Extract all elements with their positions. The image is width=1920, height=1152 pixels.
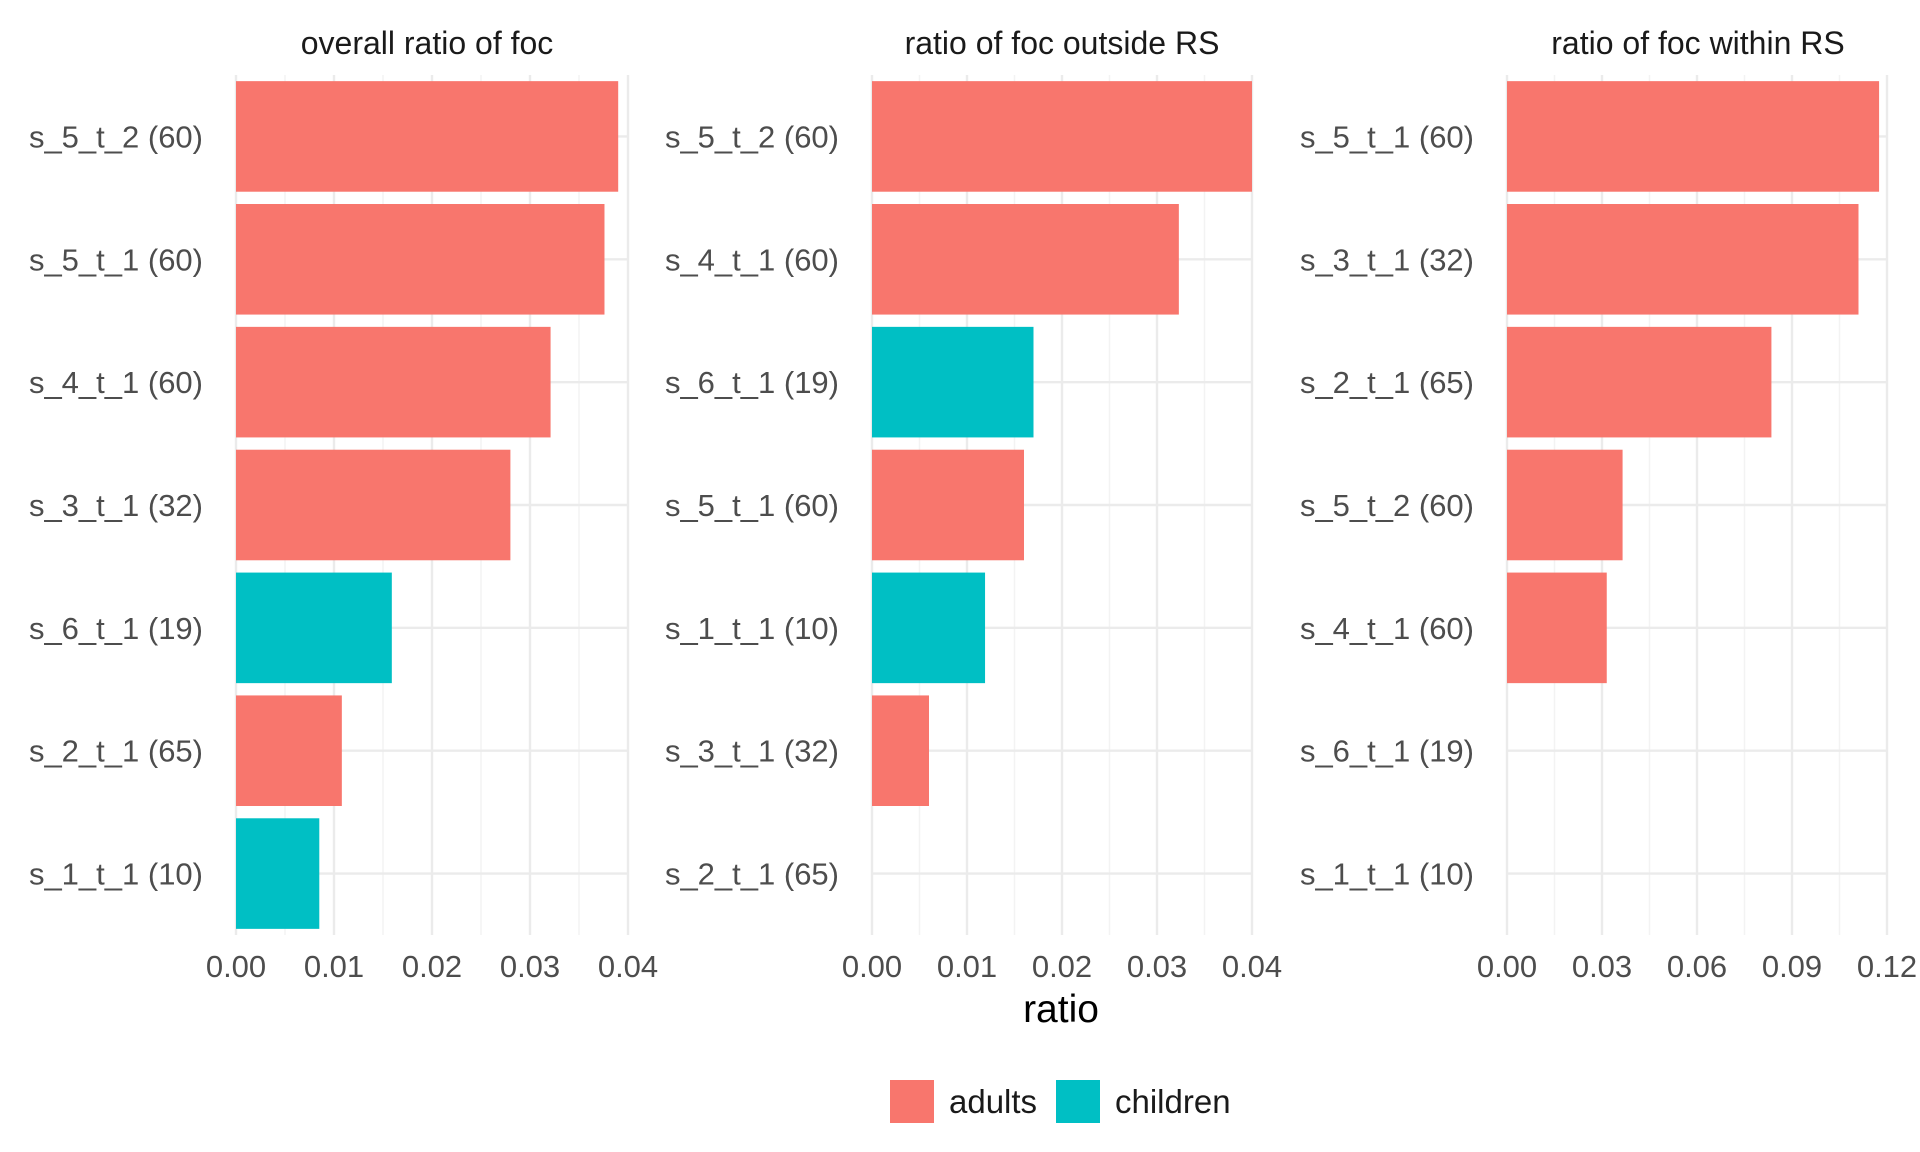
x-tick-label: 0.00 [1477, 949, 1537, 984]
y-tick-label: s_5_t_2 (60) [665, 119, 839, 154]
y-tick-label: s_5_t_2 (60) [29, 119, 203, 154]
legend-key [1056, 1080, 1100, 1123]
y-tick-label: s_5_t_1 (60) [665, 488, 839, 523]
panel-1: 0.00 0.01 0.02 0.03 0.04 s_5_t_2 (60) s_5_t_1 … [29, 25, 658, 984]
panel-title: ratio of foc within RS [1551, 25, 1844, 61]
panel-3: 0.00 0.03 0.06 0.09 0.12 s_5_t_1 (60) s_3_t_1 … [1300, 25, 1917, 984]
bar-s-4-t-1 [872, 204, 1179, 315]
y-tick-label: s_3_t_1 (32) [665, 734, 839, 769]
bar-s-5-t-2 [236, 81, 619, 192]
panel-2: 0.00 0.01 0.02 0.03 0.04 s_5_t_2 (60) s_4_t_1 … [665, 25, 1282, 984]
x-axis-title: ratio [1023, 988, 1099, 1031]
panels: 0.00 0.01 0.02 0.03 0.04 s_5_t_2 (60) s_5_t_1 … [29, 25, 1917, 984]
x-tick-label: 0.02 [402, 949, 462, 984]
y-tick-label: s_4_t_1 (60) [29, 365, 203, 400]
bar-s-6-t-1 [236, 572, 392, 684]
x-tick-label: 0.09 [1762, 949, 1822, 984]
bar-s-5-t-1 [236, 204, 605, 315]
x-tick-label: 0.03 [500, 949, 560, 984]
bar-s-6-t-1 [872, 326, 1034, 438]
legend-item-children: children [1056, 1080, 1231, 1123]
y-tick-label: s_6_t_1 (19) [665, 365, 839, 400]
y-tick-label: s_2_t_1 (65) [29, 734, 203, 769]
panel-title: ratio of foc outside RS [905, 25, 1220, 61]
x-tick-label: 0.03 [1572, 949, 1632, 984]
x-tick-label: 0.04 [1222, 949, 1282, 984]
y-tick-label: s_4_t_1 (60) [1300, 611, 1474, 646]
bar-s-3-t-1 [1507, 204, 1859, 315]
y-tick-label: s_1_t_1 (10) [665, 611, 839, 646]
bar-s-5-t-2 [1507, 449, 1623, 561]
bar-s-2-t-1 [236, 695, 342, 806]
y-tick-label: s_5_t_1 (60) [29, 242, 203, 277]
legend: adults children [890, 1080, 1231, 1123]
bar-s-4-t-1 [236, 326, 551, 438]
y-tick-label: s_1_t_1 (10) [1300, 857, 1474, 892]
bar-s-4-t-1 [1507, 572, 1607, 684]
y-tick-label: s_1_t_1 (10) [29, 857, 203, 892]
x-tick-label: 0.01 [937, 949, 997, 984]
x-tick-label: 0.00 [206, 949, 266, 984]
bar-s-2-t-1 [1507, 326, 1772, 438]
bar-s-3-t-1 [236, 449, 511, 561]
bar-s-5-t-1 [1507, 81, 1880, 192]
bar-s-3-t-1 [872, 695, 929, 806]
y-tick-label: s_5_t_1 (60) [1300, 119, 1474, 154]
bar-s-5-t-1 [872, 449, 1024, 561]
x-tick-label: 0.03 [1127, 949, 1187, 984]
legend-label: adults [949, 1083, 1037, 1120]
legend-label: children [1115, 1083, 1231, 1120]
y-tick-label: s_3_t_1 (32) [29, 488, 203, 523]
legend-key [890, 1080, 934, 1123]
x-tick-label: 0.12 [1857, 949, 1917, 984]
panel-title: overall ratio of foc [301, 25, 554, 61]
x-tick-label: 0.04 [598, 949, 658, 984]
y-tick-label: s_4_t_1 (60) [665, 242, 839, 277]
legend-item-adults: adults [890, 1080, 1037, 1123]
bar-s-1-t-1 [236, 818, 320, 929]
x-tick-label: 0.01 [304, 949, 364, 984]
bar-s-5-t-2 [872, 81, 1252, 192]
x-tick-label: 0.02 [1032, 949, 1092, 984]
y-tick-label: s_2_t_1 (65) [665, 857, 839, 892]
y-tick-label: s_6_t_1 (19) [1300, 734, 1474, 769]
y-tick-label: s_3_t_1 (32) [1300, 242, 1474, 277]
bar-s-1-t-1 [872, 572, 986, 684]
x-tick-label: 0.00 [842, 949, 902, 984]
y-tick-label: s_2_t_1 (65) [1300, 365, 1474, 400]
y-tick-label: s_5_t_2 (60) [1300, 488, 1474, 523]
y-tick-label: s_6_t_1 (19) [29, 611, 203, 646]
x-tick-label: 0.06 [1667, 949, 1727, 984]
